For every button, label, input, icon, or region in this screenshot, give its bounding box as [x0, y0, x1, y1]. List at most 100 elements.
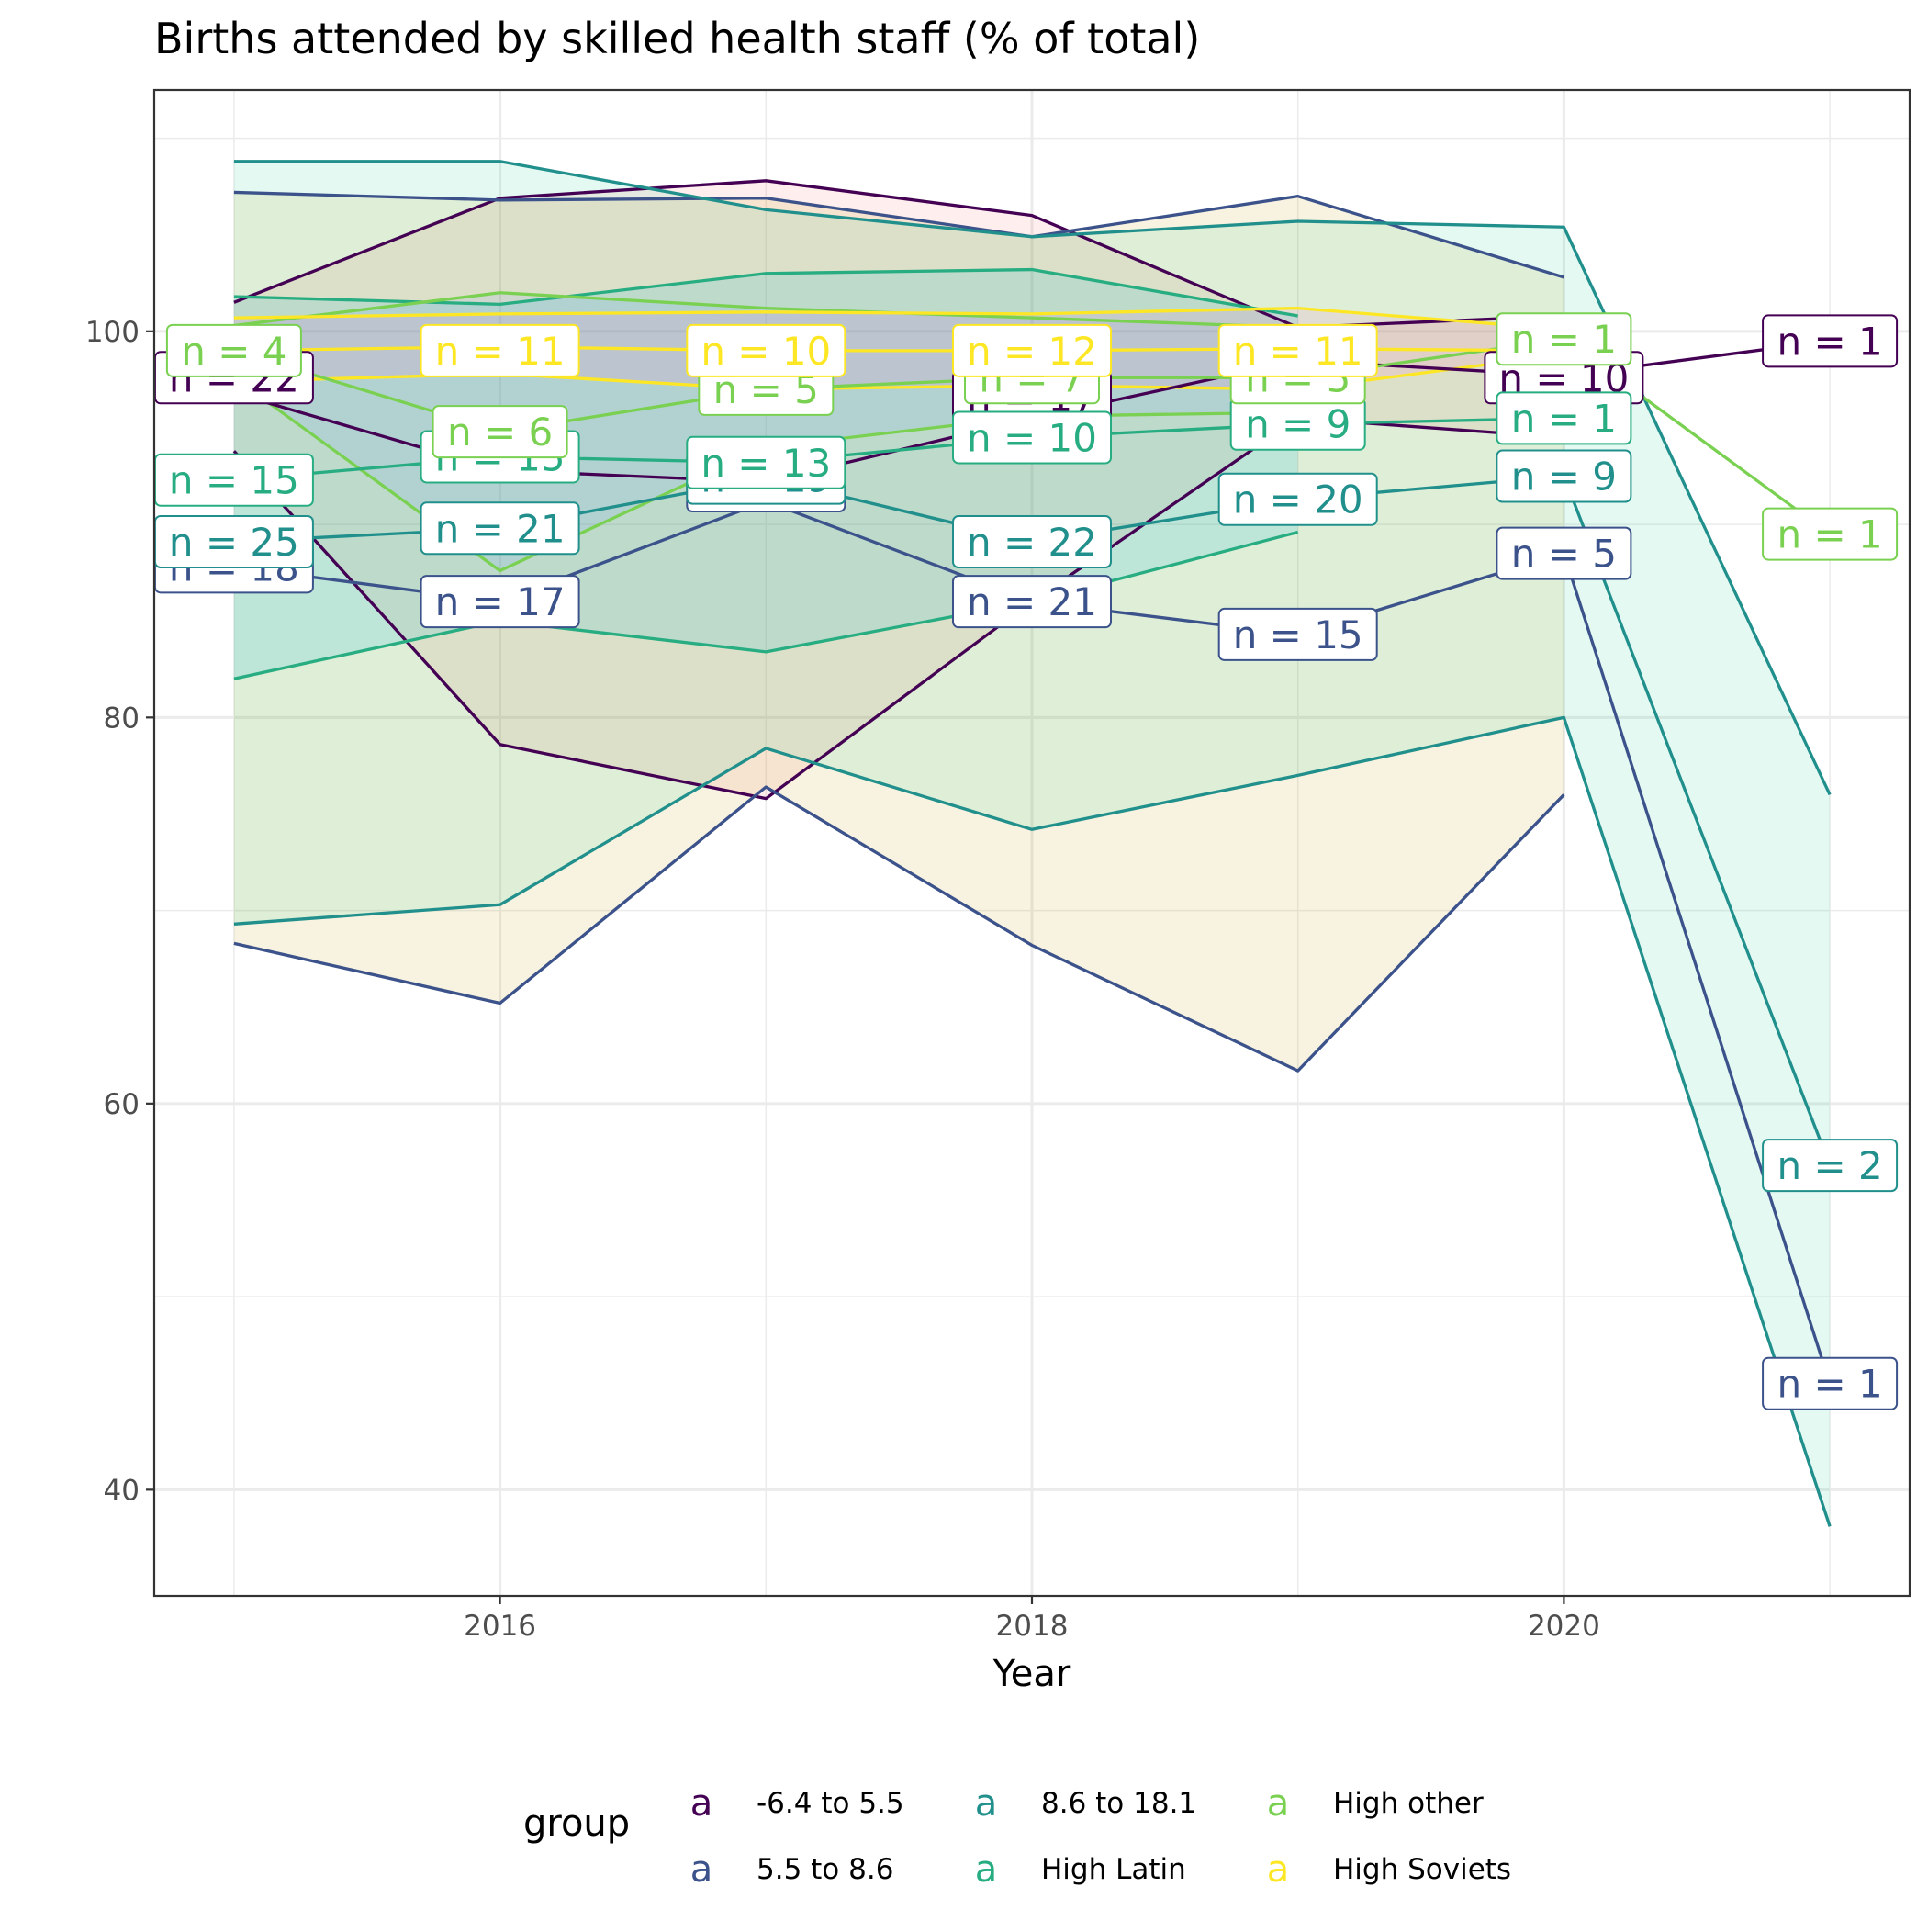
- n-label-box: [420, 575, 580, 629]
- n-label-box: [1762, 1139, 1899, 1193]
- n-label-text: n = 1: [1777, 319, 1882, 364]
- x-tick-label: 2016: [464, 1610, 536, 1643]
- y-tick-label: 40: [104, 1474, 140, 1507]
- lower-bound-high-latin: [233, 530, 1299, 680]
- n-label-text: n = 1: [1777, 1362, 1882, 1407]
- n-label-text: n = 22: [967, 520, 1097, 565]
- upper-bound-high-latin: [233, 267, 1298, 318]
- legend-item: a 8.6 to 18.1: [975, 1782, 1196, 1825]
- n-label-text: n = 20: [1233, 477, 1363, 522]
- n-label-text: n = 11: [1233, 329, 1363, 374]
- ribbon-bounds-layer: [232, 160, 1832, 1527]
- legend-label: High Latin: [1041, 1853, 1186, 1886]
- n-label-text: n = 1: [1511, 317, 1617, 362]
- n-label-8-6-to-18-1: n = 9: [1496, 449, 1632, 503]
- n-label-box: [952, 323, 1112, 377]
- n-label-box: [1496, 312, 1632, 366]
- n-label-high-latin: n = 10: [952, 410, 1112, 465]
- n-label-box: [1762, 507, 1899, 561]
- legend-key: a: [690, 1848, 713, 1891]
- lower-bound-8-6-to-18-1: [233, 715, 1832, 1527]
- legend-item: a -6.4 to 5.5: [690, 1782, 904, 1825]
- n-label-box: [1217, 472, 1378, 526]
- lower-bound-5-5-to-8-6: [233, 785, 1565, 1073]
- n-label-high-soviets: n = 10: [686, 323, 846, 377]
- n-label-text: n = 9: [1245, 402, 1351, 447]
- legend-label: High other: [1333, 1787, 1484, 1820]
- n-label-text: n = 5: [1511, 532, 1617, 577]
- n-label-text: n = 17: [435, 579, 566, 624]
- y-tick-label: 60: [104, 1088, 140, 1121]
- n-label-high-other: n = 1: [1762, 507, 1899, 561]
- n-label-box: [686, 323, 846, 377]
- upper-bound-high-soviets: [233, 306, 1564, 331]
- n-label-high-other: n = 1: [1496, 312, 1632, 366]
- y-tick-label: 100: [85, 316, 140, 349]
- legend-key: a: [975, 1782, 998, 1825]
- n-label-high-soviets: n = 12: [952, 323, 1112, 377]
- n-label-high-latin: n = 1: [1496, 391, 1632, 445]
- legend: group a -6.4 to 5.5 a 5.5 to 8.6 a 8.6 to 18.…: [523, 1782, 1511, 1891]
- n-label-5-5-to-8-6: n = 17: [420, 575, 580, 629]
- n-label-text: n = 21: [967, 579, 1097, 624]
- legend-label: -6.4 to 5.5: [757, 1787, 904, 1820]
- n-label-box: [1217, 323, 1378, 377]
- n-label-box: [1496, 391, 1632, 445]
- n-label-8-6-to-18-1: n = 22: [952, 515, 1112, 568]
- x-axis-title: Year: [992, 1653, 1071, 1695]
- n-label-box: [1217, 607, 1378, 661]
- n-label-text: n = 4: [181, 329, 286, 374]
- n-label-text: n = 12: [967, 329, 1097, 374]
- n-label-text: n = 9: [1511, 455, 1617, 500]
- n-label-text: n = 15: [169, 458, 299, 503]
- legend-label: 8.6 to 18.1: [1041, 1787, 1196, 1820]
- n-label-text: n = 2: [1777, 1143, 1882, 1188]
- n-labels-layer: n = 22n = 17n = 10n = 1n = 18n = 17n = 2…: [153, 312, 1899, 1410]
- n-label-box: [1762, 314, 1899, 368]
- legend-key: a: [690, 1782, 713, 1825]
- n-label-box: [420, 323, 580, 377]
- n-label-high-soviets: n = 11: [420, 323, 580, 377]
- n-label-8-6-to-18-1: n = 21: [420, 501, 580, 556]
- n-label-text: n = 6: [447, 410, 553, 455]
- upper-bound-high-other: [233, 291, 1298, 330]
- n-label-5-5-to-8-6: n = 15: [1217, 607, 1378, 661]
- legend-item: a High Soviets: [1267, 1848, 1511, 1891]
- legend-items: a -6.4 to 5.5 a 5.5 to 8.6 a 8.6 to 18.1 a High…: [690, 1782, 1511, 1891]
- upper-bound-8-6-to-18-1: [233, 160, 1832, 796]
- n-label-high-latin: n = 9: [1229, 397, 1366, 451]
- n-label-5-5-to-8-6: n = 5: [1496, 526, 1632, 580]
- n-label-high-other: n = 6: [432, 405, 568, 459]
- legend-title: group: [523, 1803, 630, 1845]
- legend-label: High Soviets: [1333, 1853, 1511, 1886]
- legend-item: a 5.5 to 8.6: [690, 1848, 894, 1891]
- n-label-text: n = 15: [1233, 612, 1363, 657]
- n-label-box: [1762, 1356, 1899, 1410]
- x-tick-label: 2020: [1528, 1610, 1600, 1643]
- n-label-text: n = 13: [701, 441, 831, 486]
- n-label-box: [1496, 526, 1632, 580]
- n-label-5-5-to-8-6: n = 21: [952, 575, 1112, 629]
- y-tick-label: 80: [104, 702, 140, 735]
- n-label-box: [432, 405, 568, 459]
- n-label-text: n = 10: [701, 329, 831, 374]
- n-label-box: [952, 515, 1112, 568]
- n-label-5-5-to-8-6: n = 1: [1762, 1356, 1899, 1410]
- legend-key: a: [975, 1848, 998, 1891]
- n-label-high-latin: n = 13: [686, 435, 846, 489]
- n-label-box: [686, 435, 846, 489]
- n-label-box: [420, 501, 580, 556]
- legend-key: a: [1267, 1782, 1290, 1825]
- n-label-text: n = 1: [1777, 512, 1882, 557]
- x-tick-label: 2018: [996, 1610, 1069, 1643]
- upper-bound-5-5-to-8-6: [233, 190, 1564, 279]
- n-label-box: [1496, 449, 1632, 503]
- n-label-box: [952, 575, 1112, 629]
- n-label-text: n = 21: [435, 506, 566, 551]
- y-axis: 40 60 80 100: [85, 316, 154, 1507]
- n-label-6-4-to-5-5: n = 1: [1762, 314, 1899, 368]
- chart-title: Births attended by skilled health staff …: [154, 14, 1200, 63]
- n-label-8-6-to-18-1: n = 25: [153, 515, 314, 568]
